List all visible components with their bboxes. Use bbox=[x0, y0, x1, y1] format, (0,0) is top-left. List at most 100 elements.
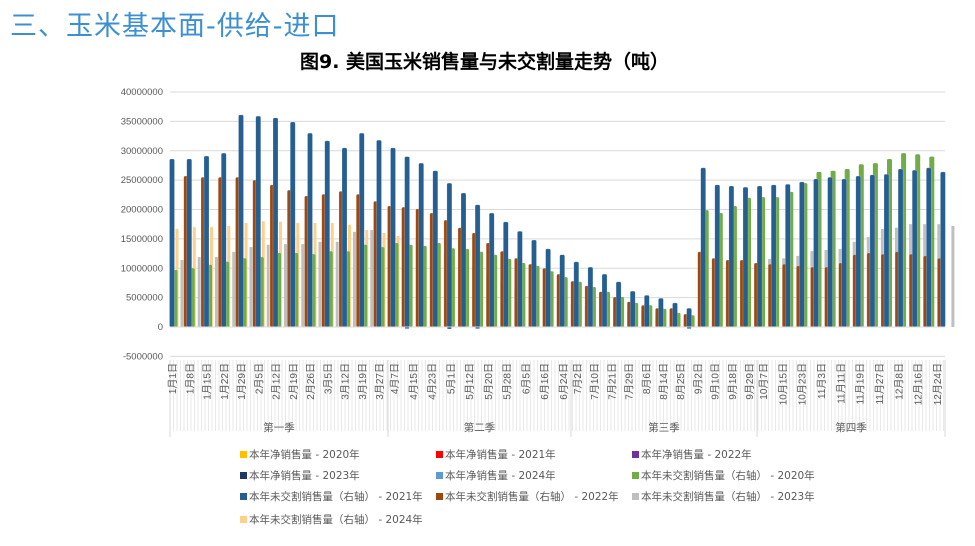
bar-blue bbox=[587, 266, 594, 328]
x-tick-label: 3月5日 bbox=[322, 363, 334, 394]
x-tick-label: 11月3日 bbox=[816, 363, 828, 399]
bar-net-sales bbox=[687, 327, 692, 329]
bar-blue bbox=[841, 178, 848, 328]
x-tick-label: 8月25日 bbox=[675, 363, 687, 400]
legend-label: 本年净销售量 - 2024年 bbox=[445, 470, 556, 482]
bar-blue bbox=[686, 307, 692, 328]
quarter-label: 第一季 bbox=[263, 421, 295, 434]
bar-gray bbox=[249, 247, 253, 327]
bar-blue bbox=[418, 162, 425, 328]
x-tick-label: 2月26日 bbox=[305, 363, 317, 400]
bar-blue bbox=[883, 173, 890, 328]
legend-item: 本年未交割销售量（右轴） - 2024年 bbox=[240, 512, 423, 527]
bar-blue bbox=[728, 185, 735, 328]
bar-net-sales bbox=[447, 327, 452, 329]
legend-marker bbox=[436, 472, 443, 479]
bar-gray bbox=[215, 257, 218, 327]
y-tick-label: 5000000 bbox=[126, 293, 163, 304]
bar-net-sales bbox=[405, 327, 410, 329]
bar-blue bbox=[531, 239, 537, 328]
x-tick-label: 12月24日 bbox=[932, 363, 944, 405]
bar-blue bbox=[203, 155, 210, 328]
legend-label: 本年未交割销售量（右轴） - 2022年 bbox=[445, 491, 619, 503]
x-tick-label: 4月15日 bbox=[408, 363, 420, 400]
legend-item: 本年未交割销售量（右轴） - 2023年 bbox=[632, 489, 815, 504]
y-tick-label: -5000000 bbox=[123, 351, 163, 362]
bar-blue bbox=[827, 176, 833, 328]
legend-label: 本年净销售量 - 2022年 bbox=[641, 449, 752, 461]
bar-blue bbox=[488, 212, 495, 328]
x-tick-label: 10月7日 bbox=[758, 363, 770, 400]
x-tick-label: 5月1日 bbox=[445, 363, 457, 394]
legend-item: 本年未交割销售量（右轴） - 2020年 bbox=[632, 468, 815, 483]
bar-gray bbox=[951, 225, 955, 327]
bar-blue bbox=[672, 302, 678, 328]
legend-item: 本年净销售量 - 2020年 bbox=[240, 447, 360, 462]
bar-blue bbox=[502, 221, 509, 328]
legend-marker bbox=[436, 451, 443, 458]
quarter-label: 第四季 bbox=[835, 421, 867, 434]
bar-gray bbox=[335, 241, 339, 327]
bar-blue bbox=[446, 182, 453, 328]
bar-blue bbox=[255, 115, 262, 328]
bar-blue bbox=[855, 175, 862, 328]
legend-marker bbox=[240, 493, 247, 500]
legend-label: 本年净销售量 - 2023年 bbox=[249, 470, 360, 482]
x-tick-label: 4月7日 bbox=[389, 363, 401, 394]
legend-label: 本年未交割销售量（右轴） - 2020年 bbox=[641, 470, 815, 482]
bar-blue bbox=[404, 156, 410, 328]
x-tick-label: 6月5日 bbox=[520, 363, 532, 394]
bar-blue bbox=[756, 185, 763, 328]
bar-blue bbox=[220, 152, 227, 328]
x-tick-label: 9月2日 bbox=[692, 363, 704, 394]
x-tick-label: 5月20日 bbox=[483, 363, 495, 400]
legend-label: 本年未交割销售量（右轴） - 2021年 bbox=[249, 491, 423, 503]
bar-blue bbox=[238, 114, 244, 328]
legend-item: 本年净销售量 - 2024年 bbox=[436, 468, 556, 483]
y-tick-label: 40000000 bbox=[121, 87, 163, 98]
legend-item: 本年净销售量 - 2021年 bbox=[436, 447, 556, 462]
bar-net-sales bbox=[475, 327, 480, 329]
x-tick-label: 10月23日 bbox=[797, 363, 809, 405]
legend-label: 本年净销售量 - 2020年 bbox=[249, 449, 360, 461]
bar-blue bbox=[869, 174, 876, 328]
bar-blue bbox=[573, 261, 580, 328]
bar-blue bbox=[390, 147, 396, 328]
x-tick-label: 7月29日 bbox=[624, 363, 636, 400]
x-tick-label: 10月15日 bbox=[777, 363, 789, 405]
legend-item: 本年净销售量 - 2022年 bbox=[632, 447, 752, 462]
chart-title: 图9. 美国玉米销售量与未交割量走势（吨） bbox=[300, 51, 670, 73]
bar-blue bbox=[714, 184, 721, 328]
bar-blue bbox=[474, 204, 481, 328]
x-tick-label: 6月24日 bbox=[558, 363, 570, 400]
bar-blue bbox=[601, 273, 608, 328]
bar-blue bbox=[911, 169, 918, 328]
legend-marker bbox=[632, 472, 639, 479]
legend-marker bbox=[240, 516, 247, 523]
bar-gray bbox=[318, 241, 322, 327]
x-tick-label: 11月19日 bbox=[855, 363, 867, 405]
x-tick-label: 5月12日 bbox=[464, 363, 476, 400]
bar-blue bbox=[432, 170, 439, 328]
y-tick-label: 35000000 bbox=[121, 116, 163, 127]
legend-marker bbox=[240, 472, 247, 479]
bar-gray bbox=[232, 251, 236, 327]
x-tick-label: 2月12日 bbox=[271, 363, 283, 400]
bar-blue bbox=[545, 248, 551, 328]
x-tick-label: 3月12日 bbox=[340, 363, 352, 400]
bar-blue bbox=[307, 132, 313, 328]
y-tick-label: 20000000 bbox=[121, 205, 163, 216]
bar-blue bbox=[517, 230, 523, 328]
x-tick-label: 7月10日 bbox=[589, 363, 601, 400]
bar-blue bbox=[272, 117, 279, 328]
x-tick-label: 1月29日 bbox=[236, 363, 248, 400]
bar-gray bbox=[266, 244, 270, 327]
y-tick-label: 0 bbox=[158, 322, 163, 333]
bar-blue bbox=[700, 167, 707, 328]
x-tick-label: 12月16日 bbox=[913, 363, 925, 405]
legend-label: 本年未交割销售量（右轴） - 2023年 bbox=[641, 491, 815, 503]
x-tick-label: 4月23日 bbox=[427, 363, 439, 400]
y-tick-label: 25000000 bbox=[121, 175, 163, 186]
legend-marker bbox=[240, 451, 247, 458]
